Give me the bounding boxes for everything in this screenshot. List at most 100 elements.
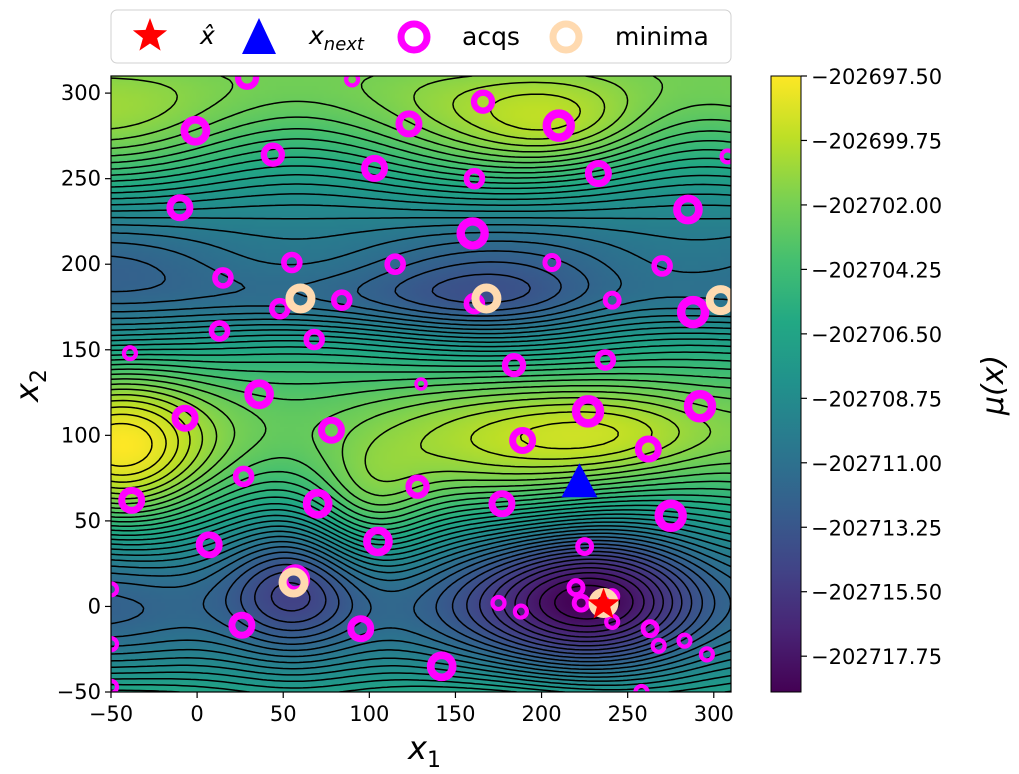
- contour-line: [514, 567, 655, 638]
- acq-point: [330, 289, 353, 311]
- acq-point: [395, 110, 423, 138]
- acq-point: [384, 253, 406, 276]
- acq-point: [426, 651, 457, 682]
- acq-point: [212, 267, 234, 289]
- colorbar-gradient: [770, 75, 802, 693]
- y-axis-label: x2: [8, 369, 52, 403]
- acq-point: [166, 194, 194, 222]
- plot-frame: [110, 75, 732, 693]
- acq-point: [363, 526, 393, 557]
- acq-point: [195, 531, 223, 559]
- acq-point: [414, 377, 428, 391]
- contour-line: [111, 76, 712, 500]
- x-tick-label: 250: [608, 702, 648, 726]
- y-tick-label: 300: [61, 81, 101, 105]
- x-tick-label: 300: [694, 702, 734, 726]
- x-tick-label: −50: [89, 702, 133, 726]
- acq-point: [719, 148, 731, 165]
- acq-point: [470, 89, 496, 114]
- contour-line: [111, 223, 731, 678]
- minimum-point: [285, 283, 316, 314]
- legend-star-icon: [132, 18, 168, 51]
- acq-point: [602, 290, 622, 310]
- x-axis: −50 0 50 100 150 200 250 300: [89, 692, 734, 726]
- contour-line: [111, 147, 731, 531]
- acq-point: [317, 416, 345, 444]
- contour-line: [111, 216, 731, 682]
- acq-point: [651, 255, 673, 277]
- acq-point: [234, 76, 260, 90]
- colorbar-tick-label: −202697.50: [811, 65, 942, 89]
- y-tick-label: 200: [61, 252, 101, 276]
- x-tick-label: 0: [190, 702, 203, 726]
- y-tick-label: 250: [61, 167, 101, 191]
- colorbar-tick-label: −202713.25: [811, 516, 942, 540]
- acq-point: [654, 499, 687, 532]
- x-next-triangle-marker: [561, 463, 598, 498]
- y-tick-label: 0: [88, 594, 101, 618]
- contour-line: [111, 422, 153, 467]
- acq-point: [490, 594, 507, 612]
- acq-point: [571, 395, 605, 428]
- legend-label-xhat: x̂: [199, 21, 215, 50]
- y-tick-label: 50: [74, 509, 101, 533]
- acq-point: [673, 194, 703, 225]
- acq-point: [594, 349, 617, 371]
- acq-point: [542, 253, 562, 272]
- y-tick-label: −50: [57, 680, 101, 704]
- acq-point: [509, 426, 537, 454]
- acq-point: [260, 142, 286, 167]
- contour-line: [111, 100, 731, 510]
- acq-point: [683, 390, 717, 423]
- legend: x̂ xnext acqs minima: [110, 9, 732, 64]
- acq-point: [633, 683, 650, 692]
- acq-point: [584, 160, 612, 188]
- contour-line: [111, 204, 731, 687]
- acq-point: [456, 217, 489, 250]
- x-tick-label: 200: [522, 702, 562, 726]
- colorbar-tick-label: −202708.75: [811, 387, 942, 411]
- contour-line: [111, 156, 731, 536]
- x-tick-label: 150: [435, 702, 475, 726]
- acq-point: [361, 154, 388, 182]
- legend-acqs-ring-icon: [397, 20, 431, 54]
- plot-area: [110, 75, 732, 693]
- acq-point: [676, 295, 710, 329]
- contour-line: [111, 81, 681, 495]
- acq-point: [228, 611, 256, 639]
- colorbar-tick-label: −202699.75: [811, 129, 942, 153]
- acq-point: [232, 465, 255, 488]
- acq-point: [640, 619, 660, 639]
- acq-point: [171, 404, 199, 432]
- acq-point: [512, 603, 529, 620]
- y-tick-label: 150: [61, 338, 101, 362]
- acq-point: [244, 379, 274, 410]
- contour-line: [526, 571, 645, 633]
- colorbar-tick-label: −202706.50: [811, 323, 942, 347]
- acq-point: [121, 345, 139, 362]
- minimum-point: [471, 283, 502, 314]
- x-tick-label: 100: [349, 702, 389, 726]
- acq-point: [111, 678, 120, 692]
- minimum-point: [705, 285, 731, 316]
- colorbar-tick-label: −202702.00: [811, 194, 942, 218]
- markers: [111, 76, 731, 692]
- legend-minima-ring-icon: [549, 20, 583, 54]
- acq-point: [344, 76, 361, 88]
- x-hat-star-marker: [587, 587, 620, 619]
- acq-point: [303, 328, 326, 351]
- acq-point: [111, 635, 120, 653]
- contour-line: [491, 558, 674, 647]
- contour-line: [224, 261, 716, 663]
- y-tick-label: 100: [61, 423, 101, 447]
- minimum-point: [278, 567, 309, 598]
- acq-point: [180, 115, 211, 146]
- contour-line: [111, 174, 731, 692]
- contour-line: [111, 413, 167, 476]
- acq-point: [405, 474, 430, 499]
- acq-point: [676, 632, 693, 649]
- acq-point: [571, 593, 591, 613]
- colorbar-tick-label: −202715.50: [811, 581, 942, 605]
- colorbar-tick-label: −202717.75: [811, 645, 942, 669]
